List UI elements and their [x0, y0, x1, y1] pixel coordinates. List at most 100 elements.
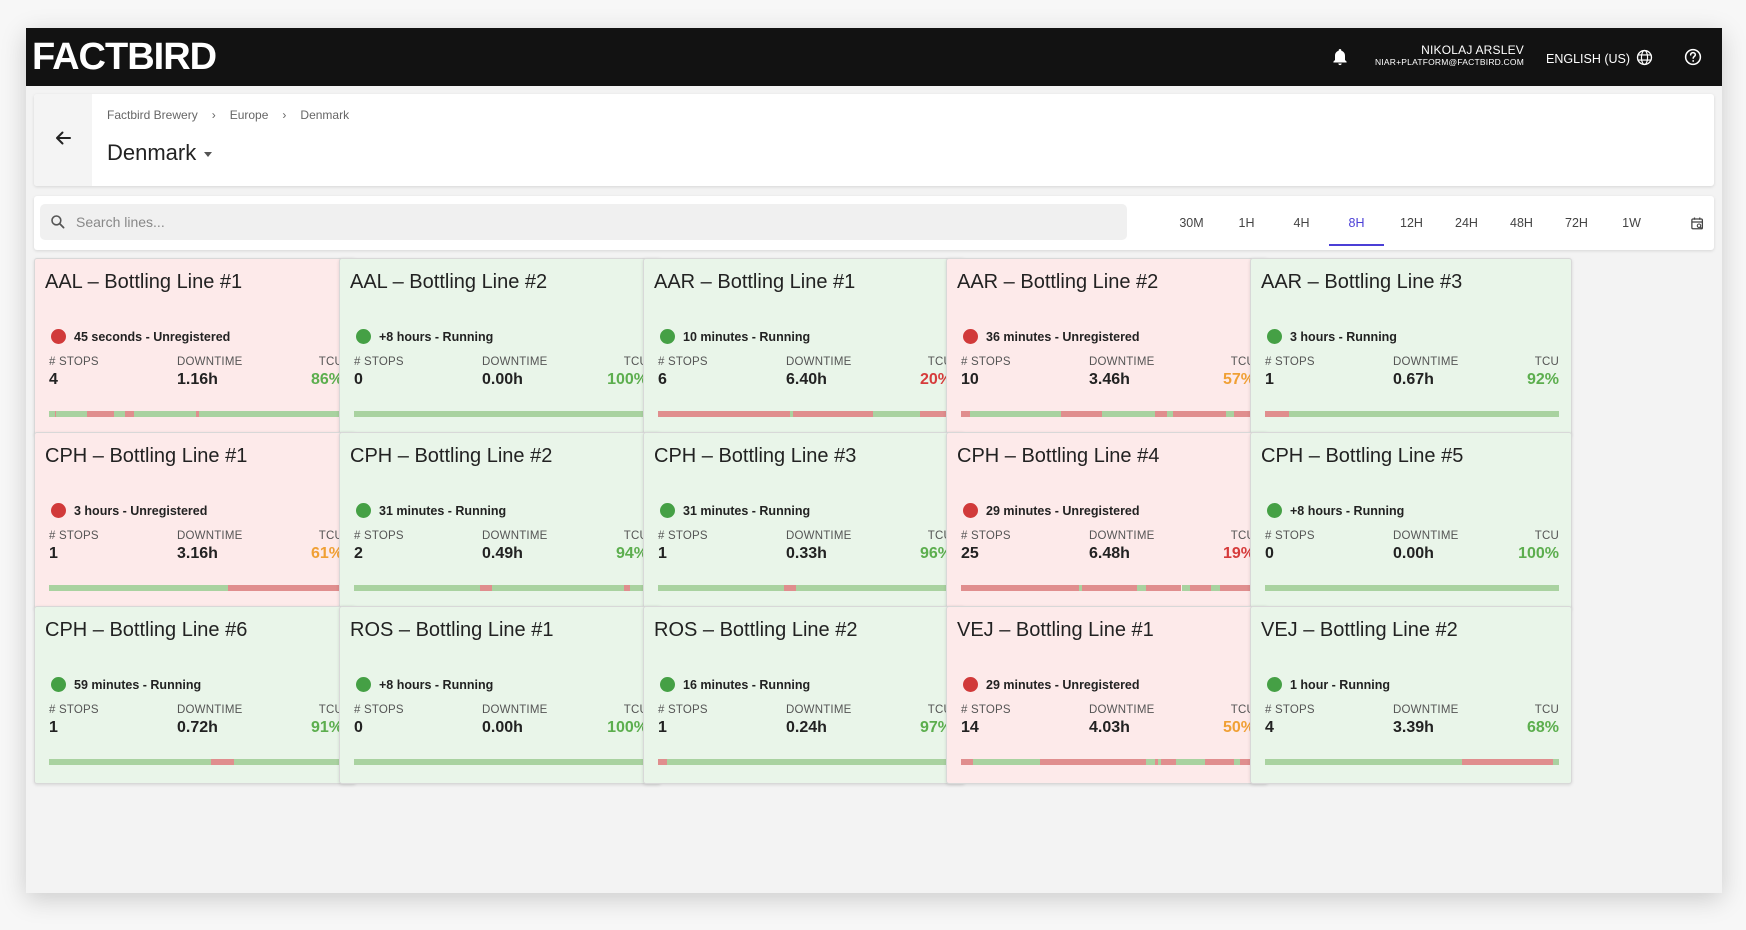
line-timeline[interactable] [354, 585, 648, 591]
line-timeline[interactable] [49, 585, 343, 591]
time-range-tab-24h[interactable]: 24H [1455, 216, 1478, 230]
status-text: 36 minutes - Unregistered [986, 329, 1140, 344]
time-range-tab-8h[interactable]: 8H [1329, 196, 1384, 250]
time-range-tabs: 30M 1H 4H 8H 12H 24H 48H 72H 1W [1164, 196, 1722, 250]
stops-metric-value: 0 [354, 371, 363, 388]
status-dot-icon [660, 677, 675, 692]
tcu-metric-label: TCU [1534, 530, 1559, 542]
stops-metric-label: # STOPS [1265, 356, 1315, 368]
breadcrumb-item-brewery[interactable]: Factbird Brewery [107, 108, 198, 122]
time-range-tab-48h[interactable]: 48H [1510, 216, 1533, 230]
line-card[interactable]: AAL – Bottling Line #2 +8 hours - Running… [339, 258, 661, 436]
running-segment [1181, 585, 1191, 591]
stops-metric-value: 25 [961, 545, 979, 562]
status-dot-icon [1267, 677, 1282, 692]
status-dot-icon [51, 329, 66, 344]
tcu-metric-value: 86% [310, 371, 343, 388]
line-timeline[interactable] [658, 759, 952, 765]
factbird-logo[interactable]: FACTBIRD [32, 36, 217, 78]
downtime-metric-label: DOWNTIME [786, 356, 852, 368]
time-range-tab-1h[interactable]: 1H [1238, 216, 1255, 230]
status-dot-icon [963, 329, 978, 344]
line-card[interactable]: AAR – Bottling Line #2 36 minutes - Unreg… [946, 258, 1268, 436]
tcu-metric-value: 96% [919, 545, 952, 562]
stops-metric-label: # STOPS [961, 704, 1011, 716]
stops-metric-value: 0 [1265, 545, 1274, 562]
user-menu[interactable]: NIKOLAJ ARSLEV NIAR+PLATFORM@FACTBIRD.CO… [1375, 44, 1524, 68]
line-timeline[interactable] [1265, 585, 1559, 591]
back-button[interactable] [34, 94, 92, 186]
tcu-metric: TCU 92% [1527, 356, 1559, 389]
line-card[interactable]: CPH – Bottling Line #1 3 hours - Unregist… [34, 432, 356, 610]
time-range-tab-72h[interactable]: 72H [1565, 216, 1588, 230]
status-text: 29 minutes - Unregistered [986, 503, 1140, 518]
downtime-metric: DOWNTIME 3.16h [177, 530, 242, 563]
line-card[interactable]: CPH – Bottling Line #6 59 minutes - Runni… [34, 606, 356, 784]
line-timeline[interactable] [1265, 759, 1559, 765]
time-range-tab-1w[interactable]: 1W [1622, 216, 1641, 230]
line-card[interactable]: AAR – Bottling Line #1 10 minutes - Runni… [643, 258, 965, 436]
status-text: 16 minutes - Running [683, 677, 811, 692]
line-timeline[interactable] [961, 411, 1255, 417]
line-timeline[interactable] [49, 759, 343, 765]
line-card[interactable]: AAR – Bottling Line #3 3 hours - Running #… [1250, 258, 1572, 436]
line-name: ROS – Bottling Line #1 [350, 619, 554, 641]
line-status: 10 minutes - Running [660, 329, 810, 344]
line-timeline[interactable] [354, 759, 648, 765]
tcu-metric: TCU 57% [1223, 356, 1255, 389]
running-segment [234, 759, 343, 765]
line-timeline[interactable] [961, 585, 1255, 591]
line-timeline[interactable] [658, 585, 952, 591]
downtime-metric: DOWNTIME 0.00h [482, 704, 547, 737]
status-dot-icon [356, 677, 371, 692]
line-status: 31 minutes - Running [356, 503, 506, 518]
line-card[interactable]: ROS – Bottling Line #2 16 minutes - Runni… [643, 606, 965, 784]
time-range-tab-30m[interactable]: 30M [1179, 216, 1204, 230]
downtime-metric-label: DOWNTIME [177, 356, 243, 368]
time-range-tab-4h[interactable]: 4H [1293, 216, 1310, 230]
line-name: AAR – Bottling Line #1 [654, 271, 856, 293]
user-email: NIAR+PLATFORM@FACTBIRD.COM [1375, 57, 1524, 67]
line-timeline[interactable] [1265, 411, 1559, 417]
page-title[interactable]: Denmark [107, 140, 213, 166]
line-card[interactable]: ROS – Bottling Line #1 +8 hours - Running… [339, 606, 661, 784]
tcu-metric-label: TCU [318, 530, 343, 542]
line-timeline[interactable] [49, 411, 343, 417]
notifications-bell-icon[interactable] [1328, 45, 1352, 69]
stop-segment [1240, 759, 1255, 765]
line-timeline[interactable] [658, 411, 952, 417]
line-card[interactable]: VEJ – Bottling Line #1 29 minutes - Unreg… [946, 606, 1268, 784]
line-timeline[interactable] [961, 759, 1255, 765]
calendar-search-icon[interactable] [1669, 196, 1722, 250]
stops-metric-value: 14 [961, 719, 979, 736]
tcu-metric-label: TCU [1230, 530, 1255, 542]
breadcrumb-item-denmark[interactable]: Denmark [300, 108, 350, 122]
help-icon[interactable] [1681, 45, 1705, 69]
downtime-metric-label: DOWNTIME [177, 704, 243, 716]
line-metrics: # STOPS 6 DOWNTIME 6.40h TCU 20% [658, 356, 952, 390]
line-card[interactable]: VEJ – Bottling Line #2 1 hour - Running # … [1250, 606, 1572, 784]
downtime-metric-label: DOWNTIME [786, 530, 852, 542]
language-selector[interactable]: ENGLISH (US) [1546, 49, 1653, 69]
running-segment [354, 759, 648, 765]
line-card[interactable]: CPH – Bottling Line #2 31 minutes - Runni… [339, 432, 661, 610]
line-status: 31 minutes - Running [660, 503, 810, 518]
stops-metric-value: 6 [658, 371, 667, 388]
line-metrics: # STOPS 0 DOWNTIME 0.00h TCU 100% [354, 356, 648, 390]
line-card[interactable]: AAL – Bottling Line #1 45 seconds - Unreg… [34, 258, 356, 436]
status-dot-icon [356, 503, 371, 518]
downtime-metric-value: 3.16h [177, 545, 218, 562]
line-card[interactable]: CPH – Bottling Line #5 +8 hours - Running… [1250, 432, 1572, 610]
stop-segment [793, 411, 873, 417]
downtime-metric-value: 3.39h [1393, 719, 1434, 736]
line-card[interactable]: CPH – Bottling Line #4 29 minutes - Unreg… [946, 432, 1268, 610]
running-segment [969, 411, 1061, 417]
tcu-metric: TCU 97% [920, 704, 952, 737]
search-input[interactable] [74, 213, 1078, 231]
time-range-tab-12h[interactable]: 12H [1400, 216, 1423, 230]
running-segment [1102, 411, 1156, 417]
breadcrumb-item-europe[interactable]: Europe [229, 108, 269, 122]
line-card[interactable]: CPH – Bottling Line #3 31 minutes - Runni… [643, 432, 965, 610]
downtime-metric-label: DOWNTIME [1089, 704, 1155, 716]
line-timeline[interactable] [354, 411, 648, 417]
